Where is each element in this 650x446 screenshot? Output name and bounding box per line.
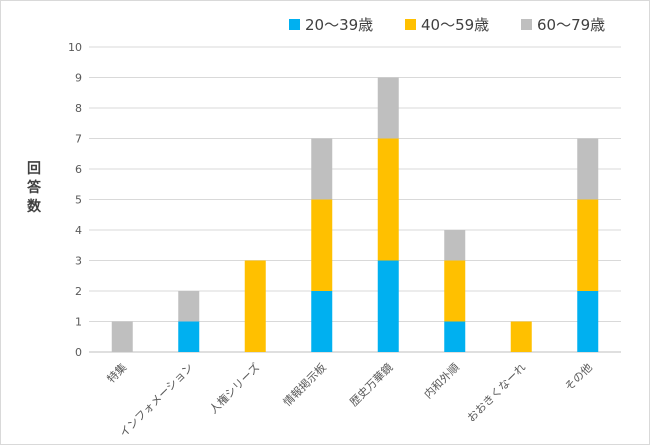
legend: 20～39歳 40～59歳 60～79歳 [289, 16, 605, 34]
y-tick-label: 5 [75, 194, 82, 207]
legend-label: 40～59歳 [421, 16, 489, 34]
bar-segment [377, 77, 399, 139]
y-axis-label-char: 回 [27, 161, 41, 177]
bar-segment [377, 260, 399, 352]
bar-segment [510, 321, 532, 352]
y-tick-label: 3 [75, 255, 82, 268]
y-tick-label: 0 [75, 346, 82, 359]
gridlines [89, 46, 621, 353]
category-label: 人権シリーズ [206, 360, 262, 416]
legend-label: 60～79歳 [537, 16, 605, 34]
y-tick-label: 6 [75, 163, 82, 176]
y-axis-label-char: 数 [27, 198, 42, 215]
bar-segment [577, 138, 599, 200]
y-tick-label: 1 [75, 316, 82, 329]
y-tick-label: 7 [75, 133, 82, 146]
y-axis-tick-labels: 0 1 2 3 4 5 6 7 8 9 10 [68, 41, 82, 359]
legend-swatch [289, 19, 300, 30]
category-label: 情報掲示板 [280, 360, 329, 409]
legend-swatch [521, 19, 532, 30]
y-axis-label: 回答数 [27, 161, 42, 215]
category-label: おおきくなーれ [465, 361, 529, 425]
bar-segment [111, 321, 133, 352]
bar-segment [444, 230, 466, 261]
bar-segment [311, 138, 333, 200]
bar-segment [178, 321, 200, 352]
y-tick-label: 8 [75, 102, 82, 115]
y-axis-label-char: 答 [27, 179, 42, 196]
y-tick-label: 10 [68, 41, 82, 54]
bar-segment [244, 260, 266, 352]
legend-label: 20～39歳 [305, 16, 373, 34]
category-label: 歴史万華鏡 [347, 360, 396, 409]
category-label: インフォメーション [117, 361, 196, 440]
bar-segment [178, 291, 200, 322]
bar-segment [577, 291, 599, 352]
y-tick-label: 4 [75, 224, 82, 237]
y-tick-label: 2 [75, 285, 82, 298]
bars [111, 77, 599, 352]
category-label: その他 [562, 361, 595, 394]
bar-segment [444, 260, 466, 322]
bar-segment [311, 291, 333, 352]
bar-segment [444, 321, 466, 352]
category-label: 特集 [104, 360, 129, 385]
legend-swatch [405, 19, 416, 30]
bar-segment [577, 199, 599, 291]
bar-segment [311, 199, 333, 291]
bar-segment [377, 138, 399, 261]
category-label: 内和外順 [421, 360, 462, 401]
y-tick-label: 9 [75, 72, 82, 85]
